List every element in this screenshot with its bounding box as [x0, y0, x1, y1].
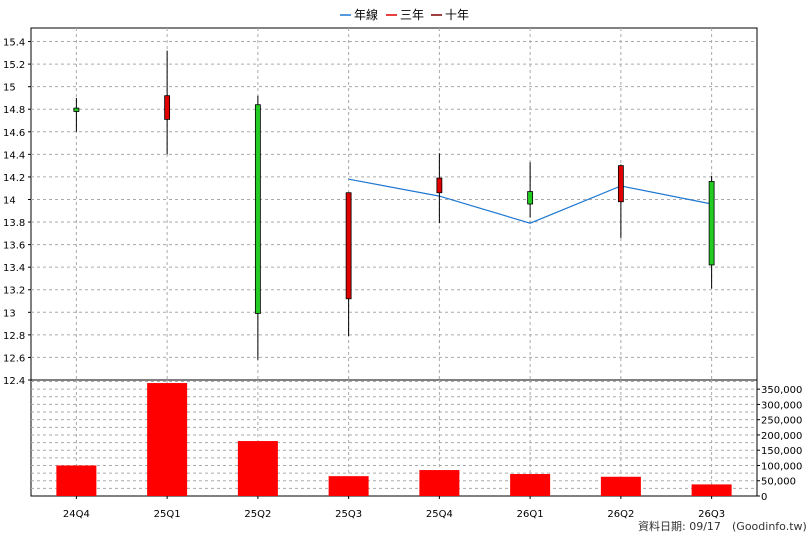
- price-panel-frame: [30, 27, 758, 381]
- legend-label-ten-year: 十年: [445, 8, 469, 22]
- price-tick-label: 15: [3, 83, 16, 94]
- volume-bar: [237, 441, 278, 496]
- price-tick-label: 14: [3, 195, 16, 206]
- x-tick-label: 25Q1: [154, 509, 181, 520]
- price-tick-label: 13.4: [3, 263, 25, 274]
- volume-panel: 0 50,000 100,000 150,000 200,000 250,000 300,0…: [30, 379, 802, 503]
- price-tick-label: 13.2: [3, 286, 25, 297]
- price-tick-label: 14.6: [3, 128, 25, 139]
- volume-y-axis: 0 50,000 100,000 150,000 200,000 250,000 300,0…: [757, 385, 802, 503]
- volume-tick-label: 150,000: [761, 446, 802, 457]
- volume-tick-label: 0: [761, 492, 767, 503]
- candle-body: [527, 191, 534, 205]
- volume-bar: [691, 484, 732, 496]
- candle-body: [345, 192, 352, 300]
- candles: [73, 50, 715, 360]
- price-tick-label: 12.4: [3, 376, 25, 387]
- x-tick-label: 26Q1: [517, 509, 544, 520]
- price-tick-label: 15.4: [3, 38, 25, 49]
- footer-source: (Goodinfo.tw): [732, 520, 807, 533]
- volume-tick-label: 300,000: [761, 400, 802, 411]
- volume-tick-label: 50,000: [761, 477, 796, 488]
- price-tick-label: 13: [3, 308, 16, 319]
- price-panel: 12.4 12.6 12.8 13 13.2 13.4 13.6 13.8 14 14.2 14.4…: [3, 27, 758, 387]
- x-tick-label: 25Q3: [335, 509, 362, 520]
- price-tick-label: 14.2: [3, 173, 25, 184]
- price-y-axis: 12.4 12.6 12.8 13 13.2 13.4 13.6 13.8 14 14.2 14.4…: [3, 38, 31, 387]
- volume-bar: [56, 465, 97, 496]
- volume-bar: [510, 474, 551, 496]
- price-tick-label: 14.4: [3, 150, 25, 161]
- candle-body: [708, 181, 715, 266]
- volume-tick-label: 100,000: [761, 461, 802, 472]
- price-tick-label: 15.2: [3, 60, 25, 71]
- volume-tick-label: 250,000: [761, 416, 802, 427]
- x-tick-label: 25Q2: [244, 509, 271, 520]
- volume-tick-label: 200,000: [761, 431, 802, 442]
- volume-tick-label: 350,000: [761, 385, 802, 396]
- legend-label-three-year: 三年: [400, 8, 424, 22]
- price-tick-label: 13.8: [3, 218, 25, 229]
- candle-body: [436, 177, 443, 194]
- x-axis: 24Q4 25Q1 25Q2 25Q3 25Q4 26Q1 26Q2 26Q3: [63, 496, 725, 520]
- x-tick-label: 24Q4: [63, 509, 90, 520]
- volume-bar: [328, 476, 369, 496]
- volume-panel-frame: [30, 379, 758, 497]
- x-tick-label: 25Q4: [426, 509, 453, 520]
- candle-body: [254, 104, 261, 314]
- x-tick-label: 26Q2: [607, 509, 634, 520]
- price-tick-label: 12.8: [3, 331, 25, 342]
- price-tick-label: 13.6: [3, 241, 25, 252]
- legend: 年線 三年 十年: [340, 7, 469, 22]
- volume-bars: [56, 383, 732, 496]
- legend-label-annual: 年線: [354, 7, 378, 22]
- volume-bar: [600, 476, 641, 496]
- candle-body: [617, 165, 624, 203]
- x-tick-label: 26Q3: [698, 509, 725, 520]
- volume-bar: [147, 383, 188, 496]
- volume-bar: [419, 470, 460, 496]
- price-tick-label: 14.8: [3, 105, 25, 116]
- candle-body: [164, 95, 171, 120]
- price-tick-label: 12.6: [3, 353, 25, 364]
- annual-line-layer: [348, 178, 712, 224]
- footer-date: 資料日期: 09/17: [638, 519, 721, 533]
- annual-line: [348, 178, 712, 224]
- candle-body: [73, 107, 80, 112]
